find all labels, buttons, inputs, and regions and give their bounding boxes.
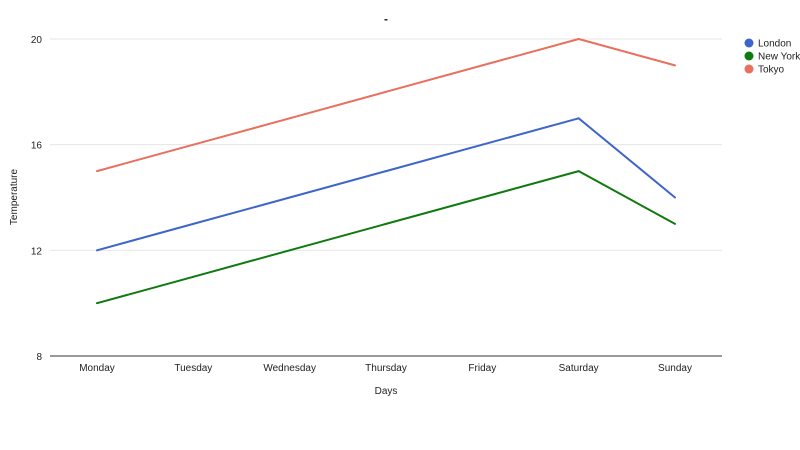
legend: London New York Tokyo <box>744 38 800 76</box>
data-point-london <box>577 117 580 120</box>
data-point-london <box>96 249 98 252</box>
x-tick-label: Monday <box>79 363 115 374</box>
data-point-new-york <box>96 302 98 305</box>
data-point-new-york <box>674 222 676 225</box>
legend-label-london: London <box>758 39 791 50</box>
series-lines <box>96 38 676 305</box>
x-axis-ticks: Monday Tuesday Wednesday Thursday Friday Satu… <box>79 363 692 374</box>
series-line-tokyo <box>96 38 676 173</box>
x-axis-title: Days <box>375 386 398 397</box>
x-tick-label: Thursday <box>365 363 407 374</box>
y-tick-label: 12 <box>31 246 43 257</box>
x-tick-label: Saturday <box>559 363 599 374</box>
data-point-tokyo <box>674 64 676 67</box>
series-line-london <box>96 117 676 252</box>
legend-marker-tokyo <box>744 64 754 74</box>
x-tick-label: Wednesday <box>263 363 316 374</box>
data-point-london <box>288 196 291 199</box>
data-point-new-york <box>385 222 387 225</box>
data-point-tokyo <box>192 143 195 146</box>
data-point-tokyo <box>385 90 387 93</box>
data-point-new-york <box>577 170 580 173</box>
gridlines <box>50 38 722 357</box>
y-axis-ticks: 8 12 16 20 <box>31 35 43 363</box>
y-axis-title: Temperature <box>9 168 20 225</box>
legend-marker-new-york <box>744 51 754 61</box>
x-tick-label: Sunday <box>658 363 692 374</box>
series-line-new-york <box>96 170 676 305</box>
y-tick-label: 20 <box>31 35 43 46</box>
y-tick-label: 8 <box>36 352 42 363</box>
data-point-london <box>674 196 676 199</box>
legend-label-tokyo: Tokyo <box>758 65 785 76</box>
legend-marker-london <box>744 38 754 48</box>
data-point-london <box>385 170 387 173</box>
data-point-new-york <box>481 196 484 199</box>
x-tick-label: Friday <box>468 363 496 374</box>
data-point-tokyo <box>577 38 580 40</box>
data-point-new-york <box>288 249 291 252</box>
data-point-tokyo <box>96 170 98 173</box>
legend-label-new-york: New York <box>758 52 800 63</box>
data-point-tokyo <box>288 117 291 120</box>
chart-title: - <box>384 12 388 26</box>
data-point-london <box>192 222 195 225</box>
data-point-tokyo <box>481 64 484 67</box>
data-point-new-york <box>192 275 195 278</box>
y-tick-label: 16 <box>31 141 43 152</box>
data-point-london <box>481 143 484 146</box>
x-tick-label: Tuesday <box>174 363 212 374</box>
